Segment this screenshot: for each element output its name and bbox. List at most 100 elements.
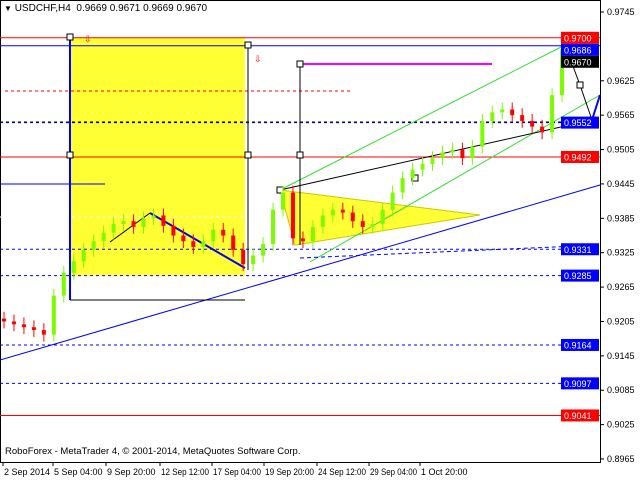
anchor-point-marker: [276, 186, 284, 194]
anchor-point-marker: [576, 81, 584, 89]
candle: [390, 185, 395, 217]
channel-lower-line: [309, 94, 601, 263]
candle-body: [350, 212, 355, 222]
candle-body: [231, 235, 236, 250]
ohlc-readout: 0.9669 0.9671 0.9669 0.9670: [76, 3, 208, 14]
price-label: 0.9331: [564, 245, 592, 255]
price-label: 0.9285: [564, 271, 592, 281]
candle-body: [21, 324, 26, 328]
candle: [350, 205, 355, 229]
price-label: 0.9552: [564, 118, 592, 128]
candle: [470, 139, 475, 166]
candle: [51, 288, 56, 342]
candle: [231, 228, 236, 257]
candle-body: [330, 209, 335, 216]
candle: [300, 231, 305, 249]
y-tick-label: 0.9745: [607, 7, 635, 17]
price-label-box: [561, 116, 599, 129]
candle: [370, 217, 375, 234]
price-label-box: [561, 43, 599, 56]
candle-body: [390, 192, 395, 210]
x-tick-label: 19 Sep 20:00: [265, 467, 314, 477]
anchor-point-marker: [66, 33, 74, 41]
candle-body: [241, 249, 246, 265]
candle: [540, 119, 545, 140]
candle-body: [171, 225, 176, 236]
candle: [41, 323, 46, 342]
candle-body: [131, 221, 136, 227]
x-tick-label: 24 Sep 12:00: [318, 467, 366, 477]
anchor-point-marker: [66, 151, 74, 159]
y-tick-label: 0.9085: [607, 385, 635, 395]
candle-body: [221, 229, 226, 236]
candle-body: [281, 192, 286, 210]
price-label-box: [561, 269, 599, 282]
candle-body: [500, 109, 505, 113]
price-label-box: [561, 150, 599, 163]
candle-body: [510, 109, 515, 116]
candle: [161, 208, 166, 233]
candle: [290, 185, 295, 246]
candle-body: [470, 146, 475, 159]
candle-body: [211, 229, 216, 242]
candle: [271, 202, 276, 251]
candle-body: [2, 318, 6, 322]
candle-body: [271, 209, 276, 245]
candle: [91, 234, 96, 257]
candle-body: [161, 215, 166, 226]
symbol-label: USDCHF,H4: [14, 3, 71, 14]
candle-body: [360, 221, 365, 227]
candle-body: [121, 221, 126, 225]
lower-dashed-trend: [299, 244, 601, 259]
candle: [400, 171, 405, 200]
candle: [11, 314, 16, 332]
y-tick-label: 0.8965: [607, 454, 635, 464]
y-tick-label: 0.9445: [607, 179, 635, 189]
y-tick-label: 0.9325: [607, 248, 635, 258]
y-tick-label: 0.9625: [607, 76, 635, 86]
mid-trend-line: [279, 119, 593, 191]
price-label-box: [561, 409, 599, 422]
dropdown-triangle-icon[interactable]: ▼: [4, 4, 12, 13]
x-tick-label: 1 Oct 20:00: [421, 467, 468, 477]
candle: [251, 248, 256, 272]
candle-body: [410, 169, 415, 179]
candle-body: [101, 232, 106, 242]
candle-body: [310, 226, 315, 242]
candle: [211, 222, 216, 249]
candle: [360, 214, 365, 234]
candle: [31, 320, 36, 337]
price-label: 0.9164: [564, 340, 592, 350]
candle: [340, 202, 345, 220]
price-label: 0.9700: [564, 33, 592, 43]
candle-body: [460, 149, 465, 159]
candle: [261, 237, 266, 263]
candle-body: [380, 209, 385, 225]
candle: [111, 217, 116, 240]
candle: [500, 102, 505, 120]
price-label-box: [561, 377, 599, 390]
anchor-point-marker: [296, 151, 304, 159]
candle: [101, 225, 106, 249]
candle: [2, 311, 6, 329]
y-tick-label: 0.9385: [607, 213, 635, 223]
candle: [121, 214, 126, 231]
candle: [430, 151, 435, 171]
candle: [440, 145, 445, 166]
candle: [21, 317, 26, 335]
candle-body: [201, 241, 206, 247]
price-label-box: [561, 338, 599, 351]
x-tick-label: 5 Sep 04:00: [54, 467, 103, 477]
candle-body: [31, 327, 36, 331]
candle: [81, 242, 86, 269]
candle: [221, 222, 226, 243]
candle: [450, 142, 455, 160]
x-tick-label: 9 Sep 20:00: [107, 467, 156, 477]
copyright-text: RoboForex - MetaTrader 4, © 2001-2014, M…: [5, 446, 301, 457]
candle: [141, 211, 146, 234]
price-label: 0.9041: [564, 411, 592, 421]
candle: [241, 242, 246, 272]
chart-header: ▼ USDCHF,H4 0.9669 0.9671 0.9669 0.9670: [4, 3, 207, 14]
